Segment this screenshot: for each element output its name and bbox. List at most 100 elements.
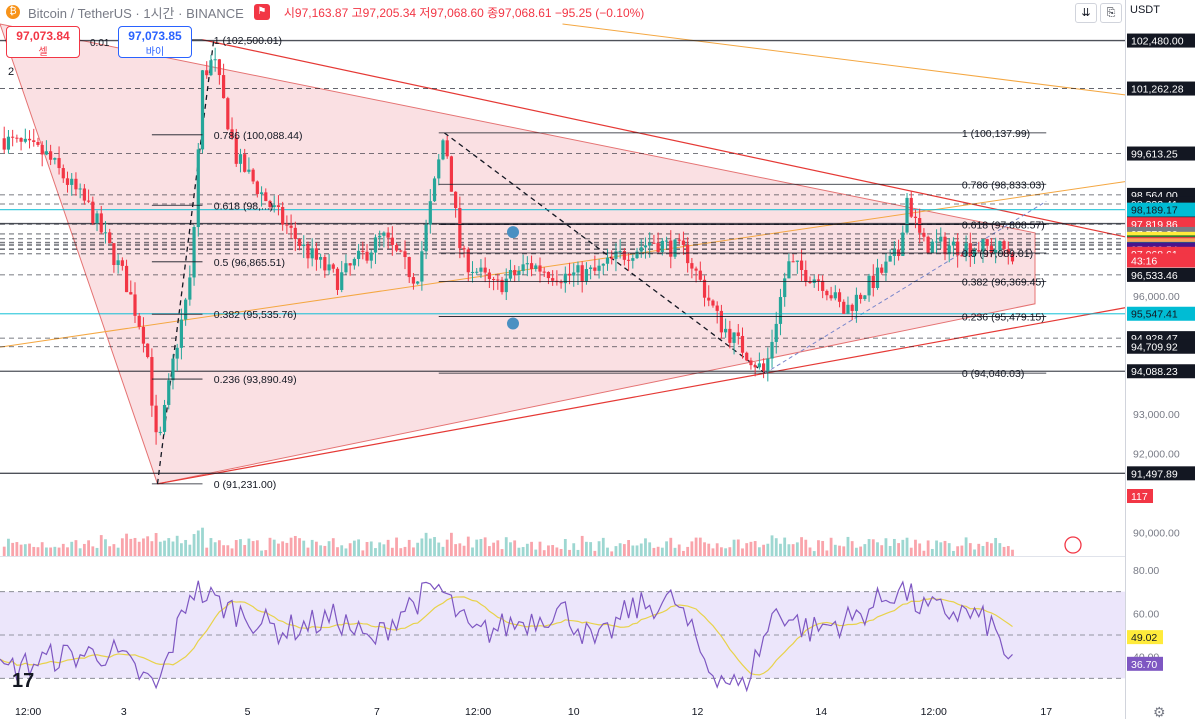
volume-bar <box>344 548 348 556</box>
volume-bar <box>589 542 593 556</box>
volume-bar <box>437 542 441 556</box>
volume-bar <box>686 546 690 556</box>
volume-bar <box>568 549 571 556</box>
candle-body <box>175 347 179 359</box>
volume-bar <box>517 547 521 556</box>
order-quantity[interactable]: 2 <box>8 66 15 78</box>
candle-body <box>124 265 129 293</box>
buy-button[interactable]: 97,073.85 바이 <box>118 26 192 58</box>
volume-bar <box>673 547 677 556</box>
candle-body <box>226 98 230 130</box>
candle-body <box>901 232 905 256</box>
volume-bar <box>23 544 27 556</box>
fib-label-right: 1 (100,137.99) <box>962 128 1030 140</box>
candle-body <box>711 300 715 306</box>
candle-body <box>483 267 487 273</box>
volume-bar <box>420 538 424 556</box>
rsi-axis-tick: 80.00 <box>1133 565 1159 577</box>
candle-body <box>635 251 639 259</box>
fib-label-left: 1 (102,500.01) <box>214 35 282 47</box>
candle-body <box>791 261 795 263</box>
volume-bar <box>985 541 989 556</box>
volume-bar <box>403 546 407 556</box>
candle-body <box>272 205 276 207</box>
price-axis-divider <box>1125 0 1126 719</box>
candle-body <box>247 169 251 172</box>
candle-body <box>551 278 555 281</box>
candle-body <box>1002 241 1006 250</box>
volume-bar <box>652 547 656 556</box>
price-axis-tick: 96,000.00 <box>1133 291 1180 303</box>
candle-body <box>221 75 226 99</box>
volume-bar <box>930 548 934 556</box>
volume-bar <box>669 537 673 556</box>
volume-bar <box>871 539 875 556</box>
candle-body <box>86 200 91 202</box>
candle-body <box>196 149 200 228</box>
candle-body <box>53 158 57 160</box>
volume-bar <box>749 541 753 556</box>
volume-bar <box>281 541 285 556</box>
volume-bar <box>817 540 820 556</box>
flag-icon[interactable]: ⚑ <box>253 4 270 20</box>
candle-body <box>230 129 234 138</box>
symbol-title[interactable]: Bitcoin / TetherUS · 1시간 · BINANCE <box>28 5 244 21</box>
volume-bar <box>800 537 803 556</box>
candle-body <box>605 257 610 264</box>
candle-body <box>369 252 373 261</box>
candle-body <box>424 224 428 252</box>
time-axis-tick: 5 <box>245 706 251 718</box>
candle-body <box>19 137 23 142</box>
volume-bar <box>736 539 740 556</box>
volume-bar <box>593 550 597 556</box>
volume-bar <box>395 537 398 556</box>
candle-body <box>112 243 116 266</box>
screenshot-icon[interactable]: ⎘ <box>1100 3 1122 23</box>
candle-body <box>36 141 40 145</box>
candle-body <box>681 240 686 245</box>
candle-body <box>778 297 783 324</box>
candle-body <box>761 363 766 371</box>
volume-bar <box>91 546 95 556</box>
volume-bar <box>639 543 643 556</box>
sell-value: 97,073.84 <box>16 29 70 43</box>
candle-body <box>416 281 420 284</box>
volume-bar <box>137 541 141 556</box>
candle-body <box>293 227 297 240</box>
currency-label[interactable]: USDT <box>1130 4 1160 16</box>
volume-bar <box>428 538 432 556</box>
volume-bar <box>644 538 647 556</box>
candle-body <box>926 236 930 254</box>
time-axis-tick: 14 <box>815 706 827 718</box>
candle-body <box>167 380 171 405</box>
sell-button[interactable]: 97,073.84 셀 <box>6 26 80 58</box>
volume-bar <box>513 540 517 556</box>
collapse-icon[interactable]: ⇊ <box>1075 3 1097 23</box>
gear-icon[interactable]: ⚙ <box>1153 704 1166 720</box>
volume-bar <box>310 539 314 556</box>
price-axis-tag <box>1127 267 1195 282</box>
candle-body <box>365 251 369 261</box>
volume-bar <box>277 543 280 556</box>
volume-bar <box>766 543 770 556</box>
candle-body <box>475 271 479 273</box>
candle-body <box>352 258 356 266</box>
volume-bar <box>627 540 630 556</box>
volume-bar <box>850 541 854 556</box>
fib-label-left: 0.382 (95,535.76) <box>214 309 297 321</box>
volume-bar <box>222 545 225 556</box>
volume-bar <box>707 543 711 556</box>
candle-body <box>65 178 70 185</box>
candle-body <box>989 245 994 253</box>
volume-tag-label: 117 <box>1131 491 1148 503</box>
candle-body <box>964 243 968 257</box>
candle-body <box>27 138 32 141</box>
candle-body <box>306 244 310 259</box>
volume-bar <box>943 540 947 556</box>
candle-body <box>120 260 124 266</box>
candle-body <box>724 328 728 333</box>
candle-body <box>251 169 255 182</box>
volume-bar <box>635 545 639 556</box>
volume-bar <box>32 546 36 556</box>
